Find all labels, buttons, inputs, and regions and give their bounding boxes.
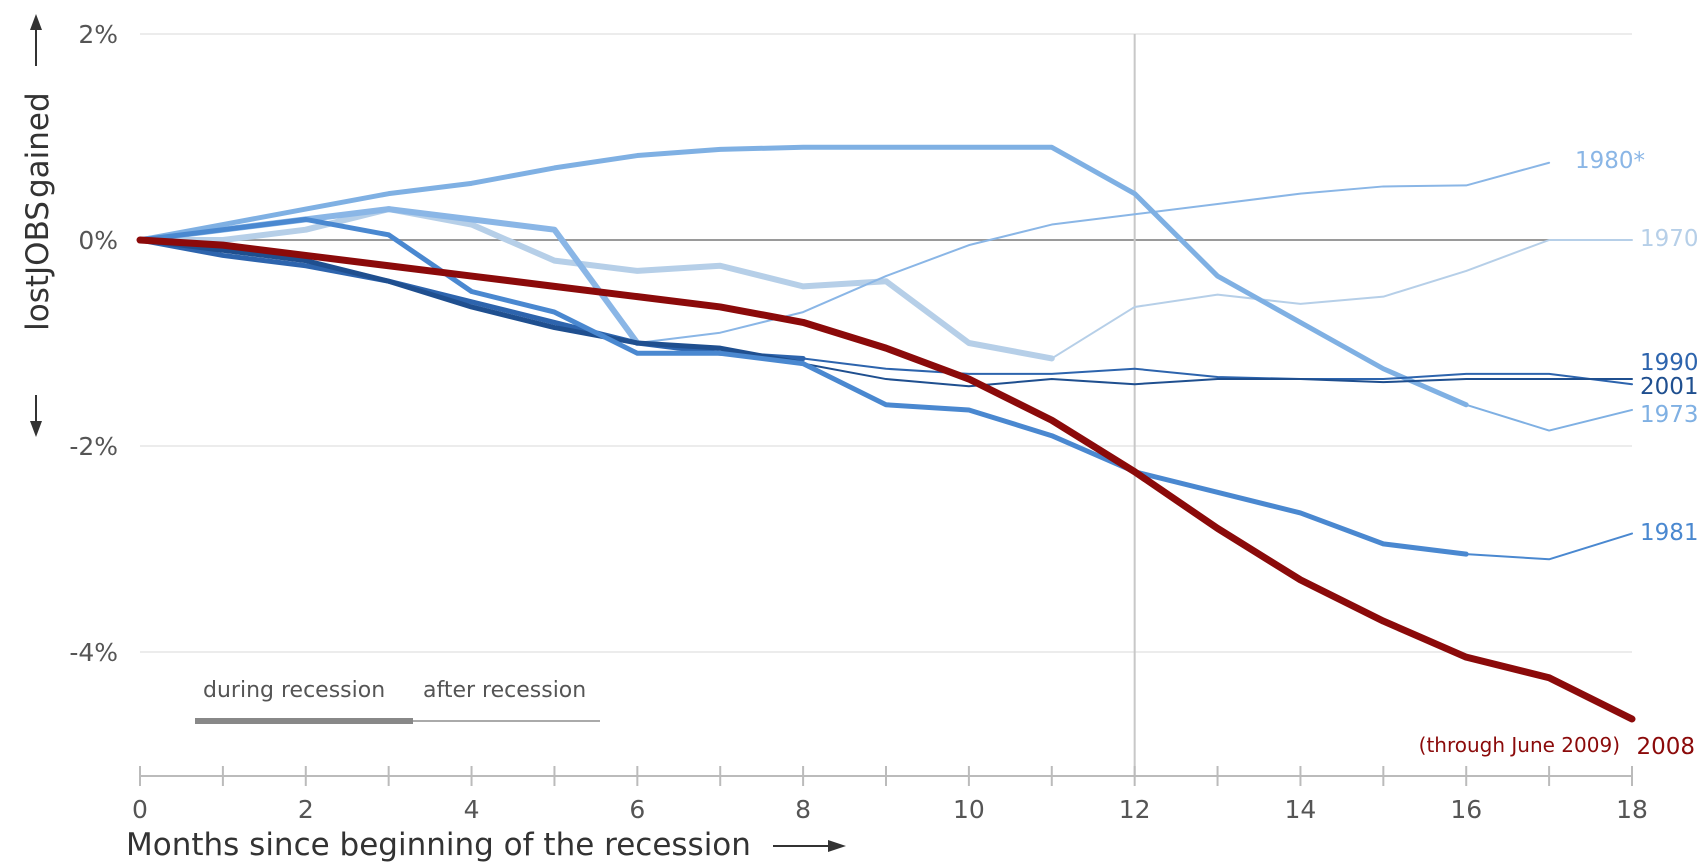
series-line-2008-during bbox=[136, 236, 1636, 723]
series-line-1973-after bbox=[1465, 403, 1633, 432]
x-tick-label-10: 10 bbox=[953, 795, 985, 824]
legend-during-label: during recession bbox=[203, 678, 385, 703]
legend-after-label: after recession bbox=[423, 678, 586, 703]
y-axis: 2% 0% -2% -4% bbox=[69, 20, 118, 667]
x-tick-label-2: 2 bbox=[298, 795, 314, 824]
lost-arrow-icon bbox=[30, 395, 42, 437]
series-line-1981-after bbox=[1465, 532, 1633, 561]
series-line-1973-during bbox=[137, 144, 1469, 408]
y-tick-label-2: -2% bbox=[69, 432, 118, 461]
y-axis-title: lost JOBS gained bbox=[20, 92, 56, 331]
series-label-1990: 1990 bbox=[1640, 350, 1699, 376]
series-line-1970-after bbox=[1050, 239, 1633, 360]
y-axis-title-jobs: JOBS bbox=[20, 201, 56, 277]
x-tick-label-14: 14 bbox=[1285, 795, 1317, 824]
series-label-1981: 1981 bbox=[1640, 520, 1699, 546]
series-line-2001-during bbox=[137, 237, 806, 367]
series-line-1990-during bbox=[137, 237, 806, 361]
recession-legend: during recession after recession bbox=[195, 678, 600, 724]
series-label-1973: 1973 bbox=[1640, 402, 1699, 428]
y-axis-title-gained: gained bbox=[20, 92, 56, 198]
gridlines bbox=[140, 33, 1632, 653]
series-label-1970: 1970 bbox=[1640, 226, 1699, 252]
x-tick-label-6: 6 bbox=[629, 795, 645, 824]
annotation-2008: (through June 2009) bbox=[1419, 733, 1620, 757]
series-line-2001-after bbox=[802, 362, 1633, 388]
x-axis: 0 2 4 6 8 10 12 14 16 18 bbox=[132, 766, 1648, 824]
series-line-1980-after bbox=[636, 161, 1551, 344]
y-tick-label-3: -4% bbox=[69, 638, 118, 667]
x-axis-title: Months since beginning of the recession bbox=[126, 827, 751, 863]
gained-arrow-icon bbox=[30, 14, 42, 66]
series-label-1980: 1980* bbox=[1575, 148, 1645, 174]
y-tick-label-1: 0% bbox=[78, 226, 118, 255]
series-line-1981-during bbox=[137, 216, 1469, 557]
series-label-2001: 2001 bbox=[1640, 374, 1699, 400]
x-tick-label-4: 4 bbox=[464, 795, 480, 824]
x-tick-label-0: 0 bbox=[132, 795, 148, 824]
y-tick-label-0: 2% bbox=[78, 20, 118, 49]
x-tick-label-8: 8 bbox=[795, 795, 811, 824]
series-line-1970-during bbox=[137, 206, 1055, 362]
x-tick-label-12: 12 bbox=[1119, 795, 1151, 824]
series-group bbox=[136, 144, 1636, 723]
x-tick-label-18: 18 bbox=[1616, 795, 1648, 824]
series-label-2008: 2008 bbox=[1636, 734, 1695, 760]
x-axis-arrow-icon bbox=[773, 840, 846, 852]
y-axis-title-lost: lost bbox=[20, 275, 56, 331]
x-tick-label-16: 16 bbox=[1450, 795, 1482, 824]
